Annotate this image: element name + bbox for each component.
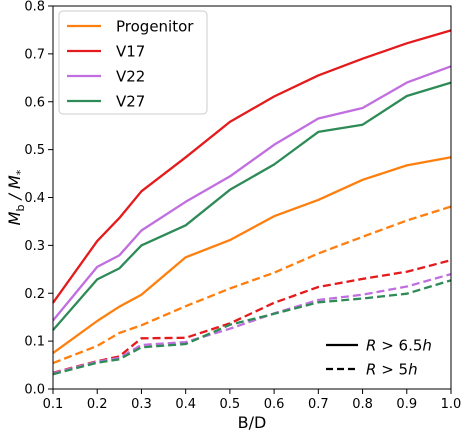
x-tick-label: 0.2: [87, 397, 108, 412]
series-line-v27: [52, 81, 452, 331]
y-label-slash: / M: [5, 175, 24, 205]
plot-frame: [52, 5, 452, 390]
legend-label: V27: [116, 93, 145, 111]
y-axis-label: Mb / M*: [5, 169, 27, 225]
series-line-v22: [52, 65, 452, 322]
y-tick-label: 0.8: [24, 0, 45, 15]
x-tick-label: 0.4: [175, 397, 196, 412]
series-layer: [52, 29, 452, 376]
line-style-label: R > 5h: [366, 361, 418, 379]
series-line-dashed-4: [52, 205, 452, 365]
series-line-dashed-7: [52, 279, 452, 376]
line-style-label: R > 6.5h: [366, 337, 432, 355]
x-tick-label: 0.7: [308, 397, 329, 412]
x-tick-label: 0.8: [352, 397, 373, 412]
x-tick-label: 1.0: [441, 397, 462, 412]
y-label-sub-star: *: [14, 169, 27, 175]
line-style-legend: R > 6.5h R > 5h: [326, 337, 432, 379]
tick-layer: 0.1 0.2 0.3 0.4 0.5 0.6 0.7 0.8 0.9 1.00.00.10.20…: [24, 0, 461, 412]
series-line-dashed-5: [52, 259, 452, 374]
series-line-v17: [52, 29, 452, 304]
y-tick-label: 0.0: [24, 383, 45, 398]
y-label-main: M: [5, 211, 24, 225]
legend-label: V17: [116, 43, 145, 61]
legend-box: [58, 10, 208, 115]
legend: Progenitor V17 V22 V27: [58, 10, 208, 115]
x-tick-label: 0.9: [396, 397, 417, 412]
series-line-dashed-6: [52, 272, 452, 375]
y-tick-label: 0.4: [24, 191, 45, 206]
y-tick-label: 0.2: [24, 287, 45, 302]
x-tick-label: 0.1: [43, 397, 64, 412]
legend-label: V22: [116, 68, 145, 86]
y-tick-label: 0.1: [24, 335, 45, 350]
y-tick-label: 0.5: [24, 143, 45, 158]
y-axis-label-text: Mb / M*: [5, 169, 27, 225]
x-tick-label: 0.3: [131, 397, 152, 412]
x-axis-label: B/D: [238, 413, 267, 432]
x-tick-label: 0.6: [264, 397, 285, 412]
y-tick-label: 0.6: [24, 95, 45, 110]
series-line-progenitor: [52, 156, 452, 355]
y-tick-label: 0.7: [24, 47, 45, 62]
legend-label: Progenitor: [116, 18, 194, 36]
y-label-sub-b: b: [14, 205, 27, 212]
x-tick-label: 0.5: [220, 397, 241, 412]
y-tick-label: 0.3: [24, 239, 45, 254]
